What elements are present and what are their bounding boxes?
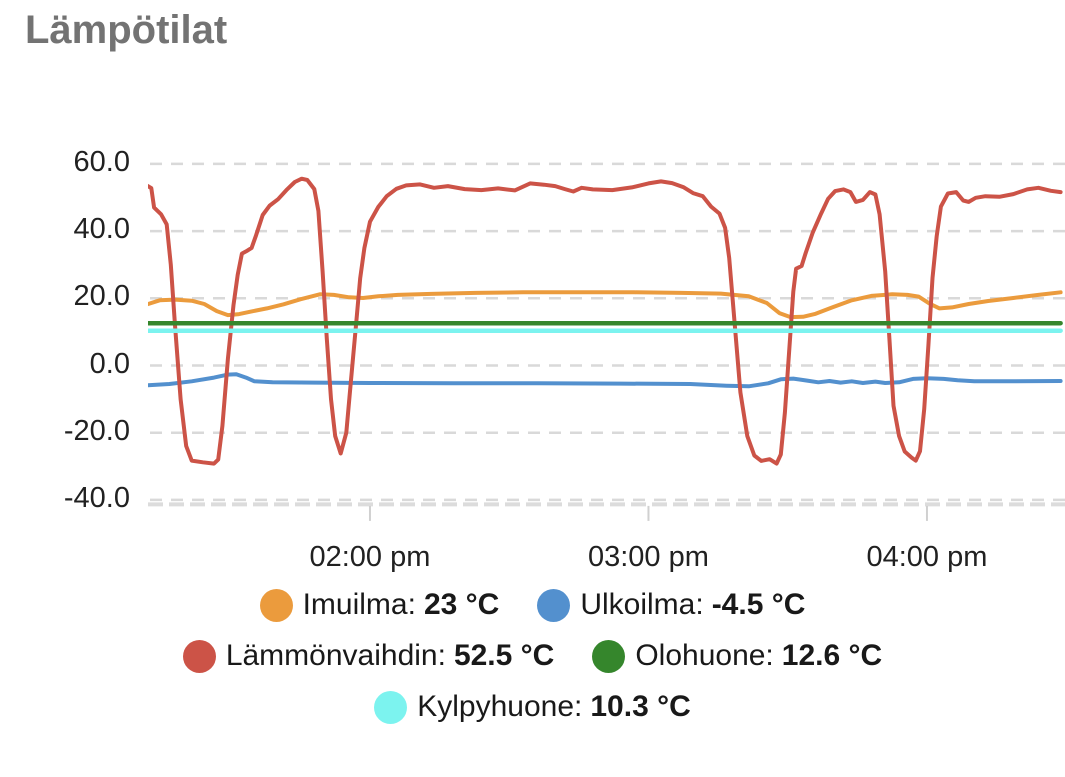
legend-item-imuilma[interactable]: Imuilma: 23 °C <box>259 588 500 622</box>
chart-legend: Imuilma: 23 °C Ulkoilma: -4.5 °C Lämmönvai… <box>0 588 1065 724</box>
legend-value: 12.6 °C <box>781 639 883 672</box>
y-tick-label-40.0: 40.0 <box>73 213 130 246</box>
y-tick-label-0.0: 0.0 <box>89 347 130 380</box>
legend-label: Kylpyhuone: <box>417 690 583 723</box>
x-tick-label-04-00-pm: 04:00 pm <box>866 541 988 573</box>
legend-label: Olohuone: <box>635 639 774 672</box>
chart-canvas[interactable] <box>148 145 1065 525</box>
series-line-ulkoilma <box>148 372 1063 389</box>
legend-label: Imuilma: <box>302 588 416 621</box>
legend-dot-imuilma <box>259 588 293 622</box>
legend-label: Lämmönvaihdin: <box>225 639 446 672</box>
y-tick-label--20.0: -20.0 <box>63 414 130 447</box>
x-tick-label-02-00-pm: 02:00 pm <box>309 541 431 573</box>
legend-item-olohuone[interactable]: Olohuone: 12.6 °C <box>592 639 882 673</box>
legend-value: 23 °C <box>423 588 500 621</box>
legend-dot-kylpyhuone <box>374 690 408 724</box>
chart-title: Lämpötilat <box>25 8 228 52</box>
y-tick-label-20.0: 20.0 <box>73 280 130 313</box>
legend-item-lämmönvaihdin[interactable]: Lämmönvaihdin: 52.5 °C <box>182 639 555 673</box>
legend-label: Ulkoilma: <box>580 588 704 621</box>
legend-value: 52.5 °C <box>453 639 555 672</box>
legend-value: 10.3 °C <box>590 690 691 723</box>
legend-item-kylpyhuone[interactable]: Kylpyhuone: 10.3 °C <box>374 690 691 724</box>
series-line-lämmönvaihdin <box>148 176 1063 466</box>
legend-dot-olohuone <box>592 639 626 673</box>
legend-dot-lämmönvaihdin <box>182 639 216 673</box>
series-line-imuilma <box>148 290 1063 320</box>
legend-item-ulkoilma[interactable]: Ulkoilma: -4.5 °C <box>537 588 805 622</box>
y-tick-label--40.0: -40.0 <box>63 481 130 514</box>
legend-value: -4.5 °C <box>711 588 806 621</box>
x-tick-label-03-00-pm: 03:00 pm <box>587 541 709 573</box>
y-tick-label-60.0: 60.0 <box>73 145 130 178</box>
legend-dot-ulkoilma <box>537 588 571 622</box>
legend-rows: Imuilma: 23 °C Ulkoilma: -4.5 °C Lämmönvai… <box>83 588 983 724</box>
